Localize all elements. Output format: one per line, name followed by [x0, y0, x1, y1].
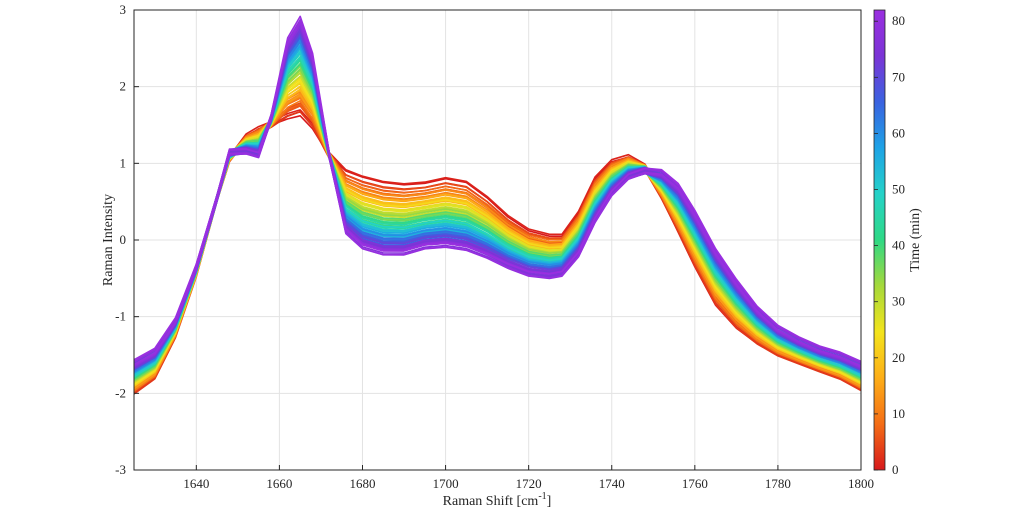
colorbar-gradient [873, 9, 886, 471]
x-tick-label: 1740 [599, 476, 625, 491]
x-tick-label: 1800 [848, 476, 874, 491]
colorbar-tick-label: 40 [892, 238, 905, 253]
spectra-lines [134, 15, 861, 395]
x-tick-label: 1780 [765, 476, 791, 491]
colorbar-title: Time (min) [908, 208, 923, 272]
colorbar-tick-label: 30 [892, 294, 905, 309]
colorbar-tick-label: 50 [892, 182, 905, 197]
y-axis-title: Raman Intensity [101, 194, 116, 286]
y-tick-label: 1 [120, 155, 127, 170]
y-axis-ticks: -3 -2 -1 0 1 2 3 [115, 2, 139, 477]
x-tick-label: 1700 [433, 476, 459, 491]
y-tick-label: 0 [120, 232, 127, 247]
x-tick-label: 1760 [682, 476, 708, 491]
colorbar-tick-label: 80 [892, 13, 905, 28]
y-tick-label: 2 [120, 79, 127, 94]
y-tick-label: -3 [115, 462, 126, 477]
x-axis-ticks: 1640 1660 1680 1700 1720 1740 1760 1780 1800 [183, 465, 874, 491]
y-tick-label: 3 [120, 2, 127, 17]
spectrum-line [134, 15, 861, 363]
x-tick-label: 1680 [349, 476, 375, 491]
x-axis-title: Raman Shift [cm-1] [443, 491, 552, 509]
spectrum-line [134, 20, 861, 367]
y-tick-label: -1 [115, 309, 126, 324]
colorbar: 0 10 20 30 40 50 60 70 80 Time (min) [873, 9, 923, 477]
colorbar-tick-label: 10 [892, 406, 905, 421]
colorbar-tick-label: 20 [892, 350, 905, 365]
colorbar-tick-label: 70 [892, 69, 905, 84]
colorbar-tick-label: 60 [892, 125, 905, 140]
spectrum-line [134, 102, 861, 389]
y-tick-label: -2 [115, 385, 126, 400]
colorbar-ticks: 0 10 20 30 40 50 60 70 80 [874, 13, 905, 477]
x-tick-label: 1640 [183, 476, 209, 491]
x-tick-label: 1660 [266, 476, 292, 491]
colorbar-tick-label: 0 [892, 462, 899, 477]
x-tick-label: 1720 [516, 476, 542, 491]
